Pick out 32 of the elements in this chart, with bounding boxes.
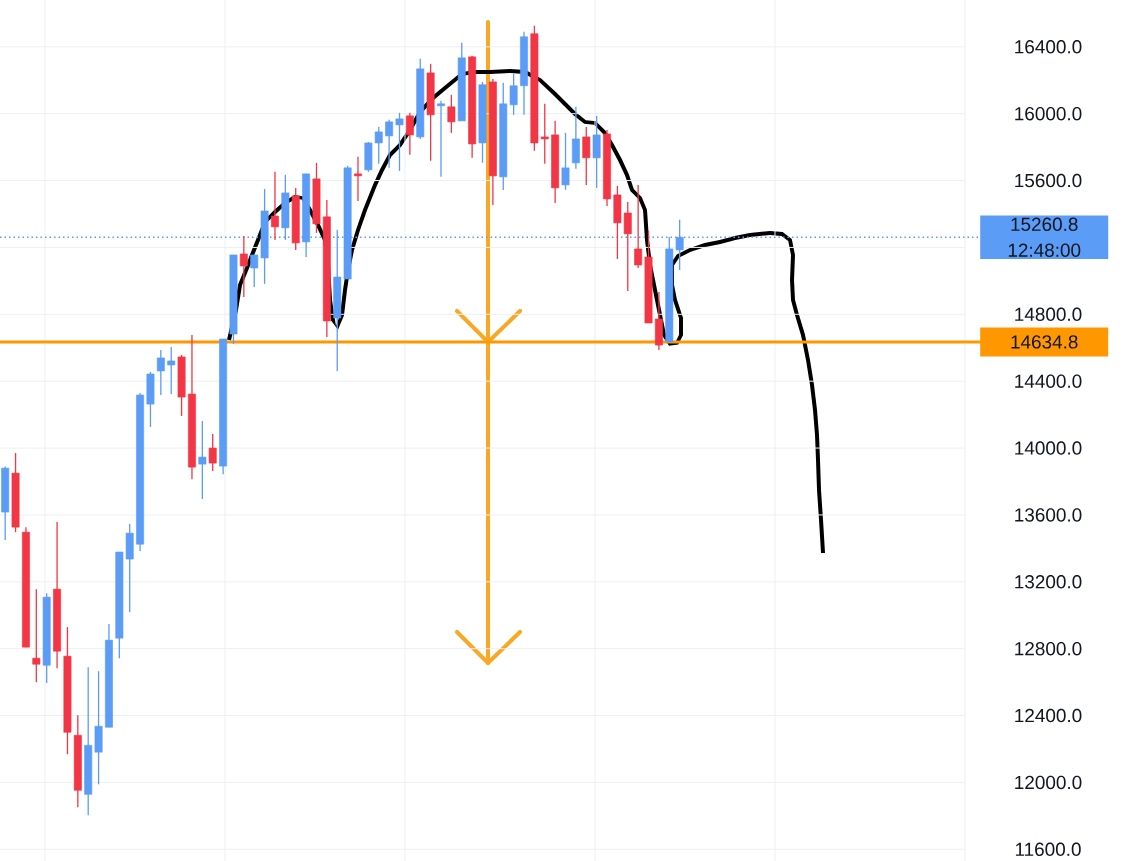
y-tick-label: 14800.0: [1015, 307, 1082, 321]
candlestick: [239, 235, 248, 298]
candlestick: [198, 420, 207, 500]
candlestick: [385, 119, 394, 169]
y-tick-label: 15600.0: [1015, 173, 1082, 188]
y-tick-label: 16400.0: [1015, 40, 1082, 54]
candlestick: [582, 126, 591, 186]
candlestick: [32, 588, 41, 683]
y-tick-label: 12000.0: [1015, 775, 1082, 790]
ref-line-label: 14634.8: [1011, 335, 1078, 349]
candlestick: [405, 112, 414, 156]
candlestick: [156, 349, 165, 396]
y-tick-label: 14400.0: [1015, 374, 1082, 388]
candlestick: [571, 106, 580, 170]
candlestick: [447, 94, 456, 134]
ref-line-label: 15260.8 12:48:00: [1008, 217, 1081, 257]
candlestick: [271, 171, 279, 241]
candlestick: [561, 132, 570, 191]
y-tick-label: 13200.0: [1015, 575, 1082, 589]
candlestick: [395, 112, 404, 172]
candlestick: [592, 115, 601, 189]
candlestick: [354, 156, 362, 202]
y-tick-label: 16000.0: [1015, 106, 1082, 121]
y-tick-label: 11600.0: [1015, 842, 1081, 856]
candlestick: [437, 100, 445, 178]
candlestick: [634, 184, 643, 269]
y-tick-label: 14000.0: [1015, 441, 1082, 455]
y-tick-label: 12800.0: [1015, 641, 1082, 656]
candlestick: [167, 346, 176, 395]
y-tick-label: 12400.0: [1015, 708, 1082, 723]
candlestick: [208, 433, 217, 472]
y-tick-label: 13600.0: [1015, 508, 1082, 522]
